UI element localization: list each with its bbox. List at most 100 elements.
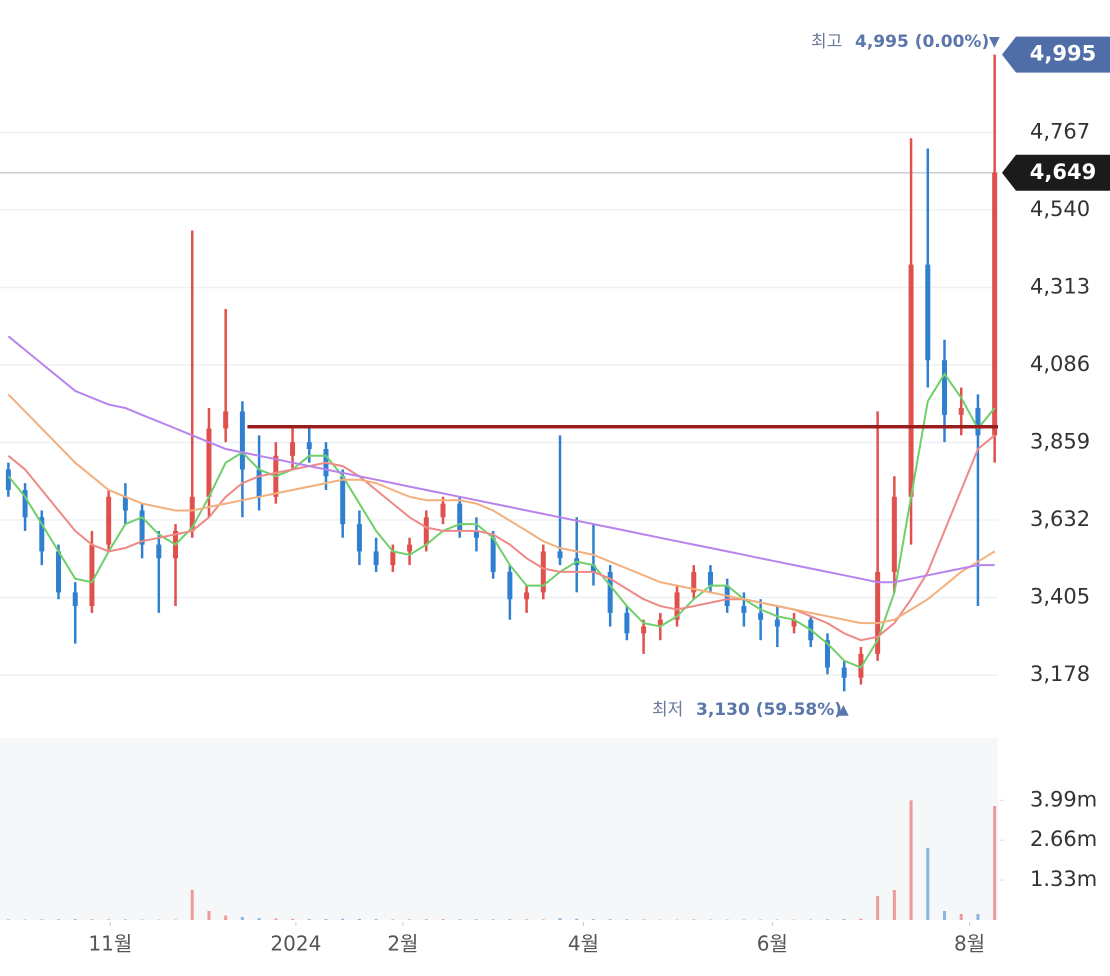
candle-body	[206, 429, 211, 497]
current-tag-label: 4,649	[1030, 160, 1096, 184]
volume-bar	[74, 919, 77, 920]
volume-bar	[274, 919, 277, 921]
moving-average	[8, 435, 994, 640]
volume-bar	[441, 919, 444, 920]
volume-bar	[375, 919, 378, 920]
y-tick-label: 2.66m	[1030, 827, 1097, 851]
candle-body	[842, 668, 847, 678]
y-tick-label: 3.99m	[1030, 787, 1097, 811]
volume-bar	[492, 919, 495, 920]
volume-bar	[960, 914, 963, 920]
candle-body	[942, 360, 947, 415]
candle-body	[56, 551, 61, 592]
candle-body	[708, 572, 713, 586]
x-tick-label: 11월	[88, 932, 132, 956]
volume-bar	[508, 919, 511, 920]
low-text: 3,130 (59.58%)	[696, 700, 842, 720]
volume-bar	[642, 919, 645, 920]
candle-body	[290, 442, 295, 456]
volume-bar	[926, 848, 929, 920]
volume-bar	[893, 890, 896, 920]
candle-body	[992, 173, 997, 436]
candle-body	[491, 538, 496, 572]
volume-bar	[592, 919, 595, 920]
candle-body	[925, 265, 930, 361]
volume-panel	[0, 738, 998, 920]
volume-bar	[425, 919, 428, 920]
candle-body	[775, 620, 780, 627]
candle-body	[390, 551, 395, 565]
volume-bar	[57, 919, 60, 920]
candle-body	[223, 411, 228, 428]
high-text: 4,995 (0.00%)	[855, 32, 989, 52]
high-tag-label: 4,995	[1030, 42, 1096, 66]
candle-body	[156, 545, 161, 559]
volume-bar	[559, 918, 562, 920]
low-arrow: ▲	[838, 702, 849, 718]
candle-body	[959, 408, 964, 415]
volume-bar	[458, 919, 461, 920]
y-tick-label: 1.33m	[1030, 867, 1097, 891]
volume-bar	[910, 800, 913, 920]
candle-body	[307, 442, 312, 449]
volume-bar	[575, 919, 578, 920]
y-tick-label: 4,540	[1030, 197, 1090, 221]
y-tick-label: 3,405	[1030, 585, 1090, 609]
candle-body	[457, 504, 462, 531]
candle-body	[340, 476, 345, 524]
y-tick-label: 4,767	[1030, 119, 1090, 143]
candle-body	[758, 613, 763, 620]
volume-bar	[993, 806, 996, 920]
candle-body	[624, 613, 629, 633]
volume-bar	[291, 919, 294, 920]
candle-body	[741, 606, 746, 613]
volume-bar	[308, 919, 311, 920]
volume-bar	[7, 919, 10, 920]
candle-body	[641, 627, 646, 634]
high-arrow: ▼	[989, 34, 1000, 50]
volume-bar	[324, 919, 327, 920]
volume-bar	[341, 919, 344, 920]
candle-body	[374, 551, 379, 565]
candle-body	[123, 497, 128, 511]
candle-body	[407, 545, 412, 552]
volume-bar	[90, 919, 93, 920]
volume-bar	[843, 919, 846, 920]
candle-body	[257, 469, 262, 496]
volume-bar	[943, 911, 946, 920]
volume-bar	[475, 919, 478, 920]
candle-body	[89, 545, 94, 606]
candle-body	[524, 592, 529, 599]
candle-body	[909, 265, 914, 497]
x-tick-label: 8월	[954, 932, 985, 956]
candle-body	[240, 411, 245, 469]
volume-bar	[358, 919, 361, 920]
x-tick-label: 2월	[387, 932, 418, 956]
volume-bar	[525, 919, 528, 920]
volume-bar	[859, 919, 862, 920]
volume-bar	[40, 919, 43, 920]
volume-bar	[241, 917, 244, 920]
moving-average	[8, 394, 994, 623]
volume-bar	[391, 919, 394, 920]
candle-body	[507, 572, 512, 599]
volume-bar	[542, 919, 545, 920]
candle-body	[440, 504, 445, 518]
y-tick-label: 4,086	[1030, 352, 1090, 376]
candle-body	[892, 497, 897, 572]
candle-body	[140, 510, 145, 544]
y-tick-label: 3,632	[1030, 507, 1090, 531]
volume-bar	[609, 919, 612, 920]
candle-body	[106, 497, 111, 545]
low-prefix: 최저	[652, 700, 683, 720]
y-tick-label: 4,313	[1030, 274, 1090, 298]
volume-bar	[625, 919, 628, 920]
x-tick-label: 6월	[757, 932, 788, 956]
volume-bar	[207, 911, 210, 920]
volume-bar	[191, 890, 194, 920]
volume-bar	[408, 919, 411, 920]
volume-bar	[826, 919, 829, 920]
candle-body	[73, 592, 78, 606]
volume-bar	[976, 914, 979, 920]
